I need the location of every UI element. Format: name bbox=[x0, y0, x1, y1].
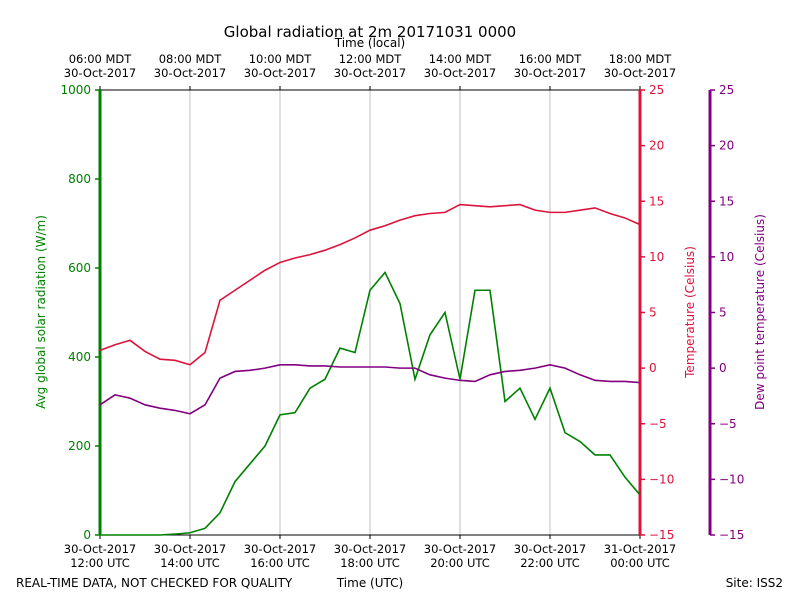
data-line bbox=[99, 363, 641, 415]
y-tick-label: 800 bbox=[68, 172, 91, 186]
y3-tick-label: −10 bbox=[719, 472, 744, 486]
x-tick-label: 30-Oct-2017 14:00 UTC bbox=[154, 542, 226, 570]
data-line bbox=[99, 203, 641, 366]
y3-tick-label: 5 bbox=[719, 306, 727, 320]
top-tick-label: 10:00 MDT 30-Oct-2017 bbox=[244, 52, 316, 80]
y3-tick-label: −5 bbox=[719, 417, 737, 431]
data-line bbox=[100, 270, 641, 536]
y-tick-label: 400 bbox=[68, 350, 91, 364]
footer-note: REAL-TIME DATA, NOT CHECKED FOR QUALITY bbox=[16, 576, 293, 590]
x-axis-label: Time (UTC) bbox=[336, 576, 403, 590]
top-tick-label: 06:00 MDT 30-Oct-2017 bbox=[64, 52, 136, 80]
y2-tick-label: 10 bbox=[649, 250, 664, 264]
y3-tick-label: 25 bbox=[719, 83, 734, 97]
x-tick-label: 30-Oct-2017 20:00 UTC bbox=[424, 542, 496, 570]
y-axis-label: Avg global solar radiation (W/m) bbox=[34, 215, 48, 409]
top-tick-label: 18:00 MDT 30-Oct-2017 bbox=[604, 52, 676, 80]
y-tick-label: 600 bbox=[68, 261, 91, 275]
top-tick-label: 14:00 MDT 30-Oct-2017 bbox=[424, 52, 496, 80]
y2-tick-label: 5 bbox=[649, 306, 657, 320]
top-tick-label: 16:00 MDT 30-Oct-2017 bbox=[514, 52, 586, 80]
x-tick-label: 30-Oct-2017 18:00 UTC bbox=[334, 542, 406, 570]
y3-tick-label: −15 bbox=[719, 528, 744, 542]
y3-axis-label: Dew point temperature (Celsius) bbox=[753, 214, 767, 410]
y2-tick-label: 25 bbox=[649, 83, 664, 97]
x-tick-label: 31-Oct-2017 00:00 UTC bbox=[604, 542, 676, 570]
y3-tick-label: 10 bbox=[719, 250, 734, 264]
y2-tick-label: −5 bbox=[649, 417, 667, 431]
x-tick-label: 30-Oct-2017 12:00 UTC bbox=[64, 542, 136, 570]
y3-tick-label: 20 bbox=[719, 139, 734, 153]
y2-axis-label: Temperature (Celsius) bbox=[683, 246, 697, 379]
x-tick-label: 30-Oct-2017 22:00 UTC bbox=[514, 542, 586, 570]
y-tick-label: 1000 bbox=[60, 83, 91, 97]
y-tick-label: 0 bbox=[83, 528, 91, 542]
y2-tick-label: 0 bbox=[649, 361, 657, 375]
top-tick-label: 08:00 MDT 30-Oct-2017 bbox=[154, 52, 226, 80]
y-tick-label: 200 bbox=[68, 439, 91, 453]
y3-tick-label: 0 bbox=[719, 361, 727, 375]
y3-tick-label: 15 bbox=[719, 194, 734, 208]
top-axis-label: Time (local) bbox=[334, 36, 406, 50]
chart-title: Global radiation at 2m 20171031 0000 bbox=[224, 23, 516, 41]
site-label: Site: ISS2 bbox=[726, 576, 783, 590]
top-tick-label: 12:00 MDT 30-Oct-2017 bbox=[334, 52, 406, 80]
y2-tick-label: 20 bbox=[649, 139, 664, 153]
x-tick-label: 30-Oct-2017 16:00 UTC bbox=[244, 542, 316, 570]
y2-tick-label: −15 bbox=[649, 528, 674, 542]
y2-tick-label: −10 bbox=[649, 472, 674, 486]
y2-tick-label: 15 bbox=[649, 194, 664, 208]
